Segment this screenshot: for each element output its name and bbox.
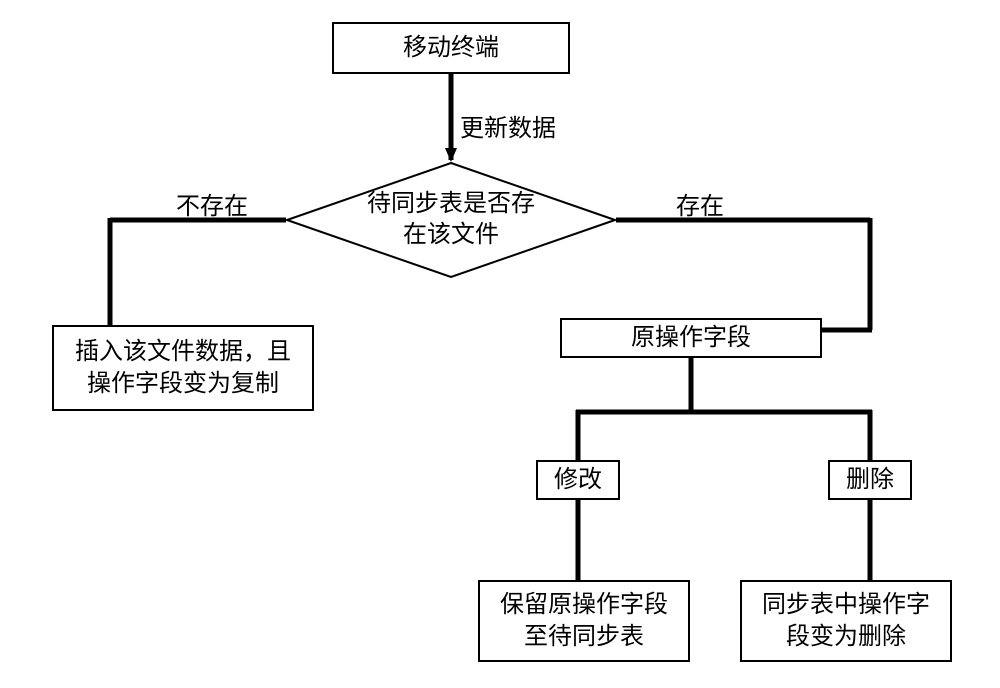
node-start: 移动终端 <box>332 22 570 74</box>
node-decision: 待同步表是否存 在该文件 <box>286 162 616 278</box>
node-keep: 保留原操作字段 至待同步表 <box>478 580 690 662</box>
label-exist-text: 存在 <box>676 194 724 220</box>
label-exist: 存在 <box>676 186 724 221</box>
insert-line2: 操作字段变为复制 <box>87 371 279 397</box>
syncdel-line2: 段变为删除 <box>786 624 906 650</box>
node-insert: 插入该文件数据，且 操作字段变为复制 <box>52 325 314 411</box>
node-orig-field: 原操作字段 <box>560 318 822 358</box>
keep-line2: 至待同步表 <box>524 624 644 650</box>
label-update: 更新数据 <box>460 108 556 143</box>
node-modify: 修改 <box>536 460 620 500</box>
decision-line2: 在该文件 <box>403 222 499 248</box>
delete-text: 删除 <box>846 464 894 496</box>
decision-line1: 待同步表是否存 <box>367 191 535 217</box>
label-not-exist-text: 不存在 <box>176 194 248 220</box>
syncdel-line1: 同步表中操作字 <box>762 592 930 618</box>
insert-line1: 插入该文件数据，且 <box>75 339 291 365</box>
label-not-exist: 不存在 <box>176 186 248 221</box>
node-delete: 删除 <box>828 460 912 500</box>
label-update-text: 更新数据 <box>460 116 556 142</box>
modify-text: 修改 <box>554 464 602 496</box>
flowchart-canvas: 移动终端 更新数据 不存在 存在 待同步表是否存 在该文件 插入该文件数据，且 … <box>0 0 1000 688</box>
node-sync-delete: 同步表中操作字 段变为删除 <box>740 580 952 662</box>
keep-line1: 保留原操作字段 <box>500 592 668 618</box>
orig-text: 原操作字段 <box>631 322 751 354</box>
node-start-text: 移动终端 <box>403 32 499 64</box>
